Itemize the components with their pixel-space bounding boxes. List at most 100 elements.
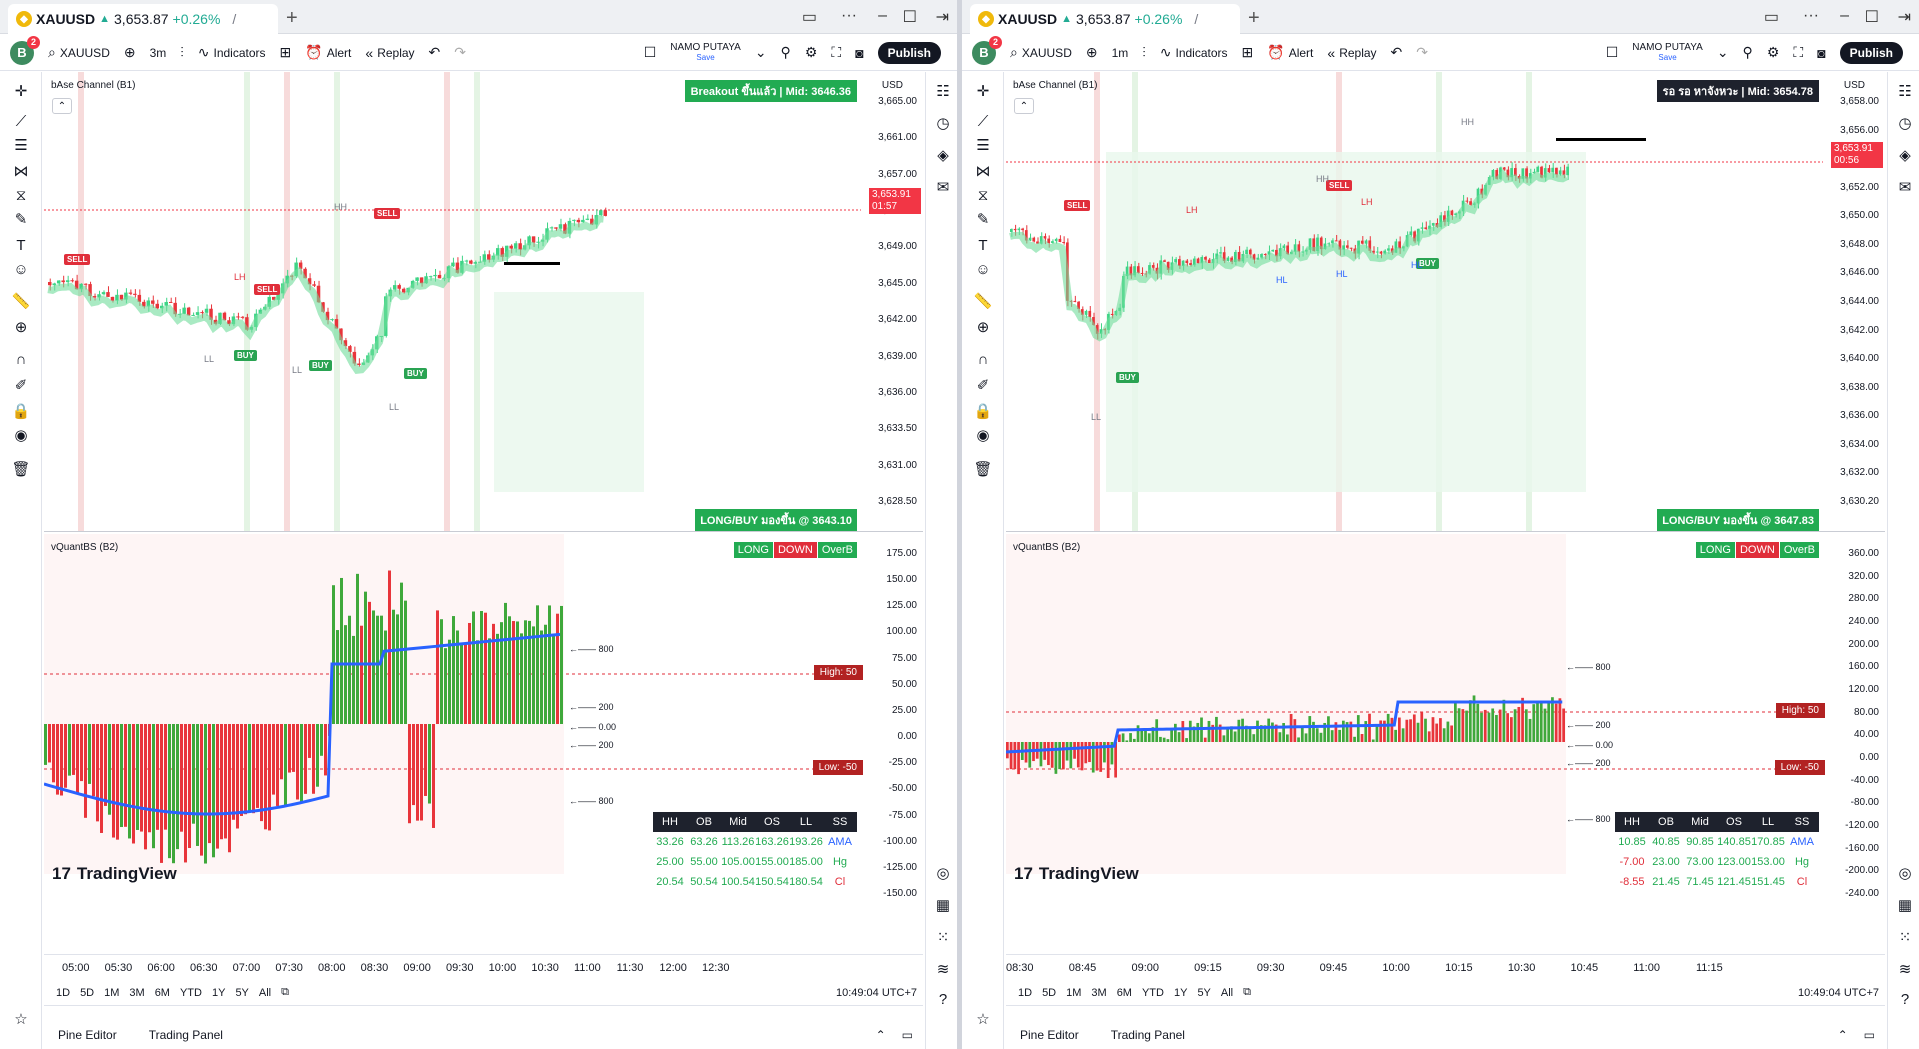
chart-area[interactable]: bAse Channel (B1) ⌃ รอ รอ หาจังหวะ | Mid… [1006, 72, 1885, 954]
goto-date-icon[interactable]: ⧉ [1243, 986, 1251, 998]
maximize-icon[interactable]: ☐ [902, 9, 917, 26]
help-icon[interactable]: ? [938, 990, 948, 1008]
trend-line-icon[interactable]: ⟋ [15, 112, 27, 130]
crosshair-icon[interactable]: ✛ [976, 83, 990, 100]
chart-area[interactable]: bAse Channel (B1) ⌃ Breakout ขึ้นแล้ว | … [44, 72, 923, 954]
bottom-tab[interactable]: Trading Panel [148, 1027, 223, 1042]
stay-drawing-icon[interactable]: ✐ [976, 377, 990, 394]
magnet-icon[interactable]: ∩ [977, 350, 989, 368]
clock[interactable]: 10:49:04 UTC+7 [1797, 986, 1879, 999]
zoom-icon[interactable]: ⊕ [976, 319, 990, 336]
watchlist-icon[interactable]: ☷ [1898, 83, 1912, 100]
range-1y[interactable]: 1Y [211, 986, 226, 999]
settings-gear-icon[interactable]: ⚙ [1766, 44, 1780, 60]
range-1m[interactable]: 1M [1066, 986, 1082, 999]
undo-icon[interactable]: ↶ [428, 44, 441, 60]
layers-icon[interactable]: ◈ [937, 147, 949, 164]
undo-icon[interactable]: ↶ [1390, 44, 1403, 60]
range-5y[interactable]: 5Y [1197, 986, 1211, 999]
price-pane[interactable]: bAse Channel (B1) ⌃ Breakout ขึ้นแล้ว | … [44, 72, 923, 532]
alerts-clock-icon[interactable]: ◷ [936, 115, 950, 132]
range-all[interactable]: All [1220, 986, 1234, 999]
browser-tab[interactable]: ◆ XAUUSD ▲ 3,653.87 +0.26% / [970, 4, 1240, 34]
templates-icon[interactable]: ⊞ [279, 44, 292, 60]
apps-icon[interactable]: ⁙ [1898, 929, 1912, 946]
alerts-clock-icon[interactable]: ◷ [1898, 115, 1912, 132]
chat-icon[interactable]: ✉ [936, 179, 950, 196]
layout-name[interactable]: NAMO PUTAYA Save [1632, 41, 1703, 62]
oscillator-pane[interactable]: vQuantBS (B2) LONG DOWN OverB 175.00 150.00… [44, 534, 923, 954]
camera-icon[interactable]: ◙ [855, 44, 864, 61]
text-icon[interactable]: T [16, 236, 26, 254]
calendar-icon[interactable]: ▦ [1897, 897, 1913, 914]
compare-add-icon[interactable]: ⊕ [123, 44, 136, 60]
oscillator-axis[interactable]: 175.00 150.00 125.00 100.00 75.00 50.00 25.00 0… [863, 534, 923, 954]
ruler-icon[interactable]: 📏 [11, 293, 31, 310]
stream-icon[interactable]: ≋ [936, 961, 950, 978]
goto-date-icon[interactable]: ⧉ [281, 986, 289, 998]
range-5d[interactable]: 5D [1042, 986, 1057, 999]
oscillator-title[interactable]: vQuantBS (B2) [1013, 542, 1081, 553]
layers-icon[interactable]: ◈ [1899, 147, 1911, 164]
minimize-icon[interactable]: – [878, 7, 887, 24]
new-tab-icon[interactable]: + [1248, 7, 1260, 29]
range-1d[interactable]: 1D [1018, 986, 1033, 999]
trend-line-icon[interactable]: ⟋ [977, 112, 989, 130]
close-tab-icon[interactable]: / [232, 11, 237, 27]
bottom-tab[interactable]: Pine Editor [58, 1027, 117, 1042]
crosshair-icon[interactable]: ✛ [14, 83, 28, 100]
chevron-down-icon[interactable]: ⌄ [1716, 44, 1729, 60]
watchlist-icon[interactable]: ☷ [936, 83, 950, 100]
trash-icon[interactable]: 🗑 [11, 461, 31, 478]
oscillator-axis[interactable]: 360.00 320.00 280.00 240.00 200.00 160.00 120.… [1825, 534, 1885, 954]
chevron-up-icon[interactable]: ⌃ [875, 1027, 886, 1042]
range-ytd[interactable]: YTD [1141, 986, 1164, 999]
minimize-icon[interactable]: – [1840, 7, 1849, 24]
compare-add-icon[interactable]: ⊕ [1085, 44, 1098, 60]
price-pane[interactable]: bAse Channel (B1) ⌃ รอ รอ หาจังหวะ | Mid… [1006, 72, 1885, 532]
candle-type-icon[interactable]: ⫶ [180, 44, 184, 60]
layout-select-icon[interactable]: ☐ [643, 44, 657, 60]
range-3m[interactable]: 3M [129, 986, 145, 999]
symbol-search[interactable]: ⌕ XAUUSD [48, 44, 110, 60]
indicators-button[interactable]: ∿ Indicators [1159, 44, 1228, 60]
star-icon[interactable]: ☆ [976, 1011, 990, 1028]
time-axis[interactable]: 05:00 05:30 06:00 06:30 07:00 07:30 08:00 08:30… [44, 954, 923, 978]
layout-icon[interactable]: ▭ [801, 9, 817, 26]
publish-button[interactable]: Publish [1839, 41, 1903, 64]
oscillator-pane[interactable]: vQuantBS (B2) LONG DOWN OverB 360.00 320.00… [1006, 534, 1885, 954]
exit-icon[interactable]: ⇥ [935, 9, 949, 26]
restore-icon[interactable]: ▭ [1863, 1027, 1875, 1042]
projection-icon[interactable]: ⧖ [977, 186, 989, 204]
more-icon[interactable]: ··· [841, 7, 857, 24]
layout-select-icon[interactable]: ☐ [1605, 44, 1619, 60]
eye-icon[interactable]: ◉ [14, 427, 28, 444]
time-axis[interactable]: 08:30 08:45 09:00 09:15 09:30 09:45 10:00 10:15… [1006, 954, 1885, 978]
quick-search-icon[interactable]: ⚲ [780, 44, 791, 60]
target-icon[interactable]: ◎ [1898, 865, 1912, 882]
exit-icon[interactable]: ⇥ [1897, 9, 1911, 26]
indicators-button[interactable]: ∿ Indicators [197, 44, 266, 60]
symbol-search[interactable]: ⌕ XAUUSD [1010, 44, 1072, 60]
browser-tab[interactable]: ◆ XAUUSD ▲ 3,653.87 +0.26% / [8, 4, 278, 34]
range-1y[interactable]: 1Y [1173, 986, 1188, 999]
templates-icon[interactable]: ⊞ [1241, 44, 1254, 60]
quick-search-icon[interactable]: ⚲ [1742, 44, 1753, 60]
redo-icon[interactable]: ↷ [1416, 44, 1429, 60]
fullscreen-icon[interactable]: ⛶ [1793, 44, 1804, 60]
indicator-title[interactable]: bAse Channel (B1) [51, 80, 136, 91]
bottom-tab[interactable]: Pine Editor [1020, 1027, 1079, 1042]
indicator-title[interactable]: bAse Channel (B1) [1013, 80, 1098, 91]
magnet-icon[interactable]: ∩ [15, 350, 27, 368]
lock-icon[interactable]: 🔒 [11, 403, 31, 420]
clock[interactable]: 10:49:04 UTC+7 [835, 986, 917, 999]
close-tab-icon[interactable]: / [1194, 11, 1199, 27]
settings-gear-icon[interactable]: ⚙ [804, 44, 818, 60]
replay-button[interactable]: «Replay [365, 44, 415, 61]
range-5y[interactable]: 5Y [235, 986, 249, 999]
pattern-icon[interactable]: ⋈ [975, 163, 991, 180]
price-axis[interactable]: 3,658.003,656.003,654.003,652.003,650.00… [1825, 72, 1885, 531]
zoom-icon[interactable]: ⊕ [14, 319, 28, 336]
brush-icon[interactable]: ✎ [976, 211, 990, 228]
